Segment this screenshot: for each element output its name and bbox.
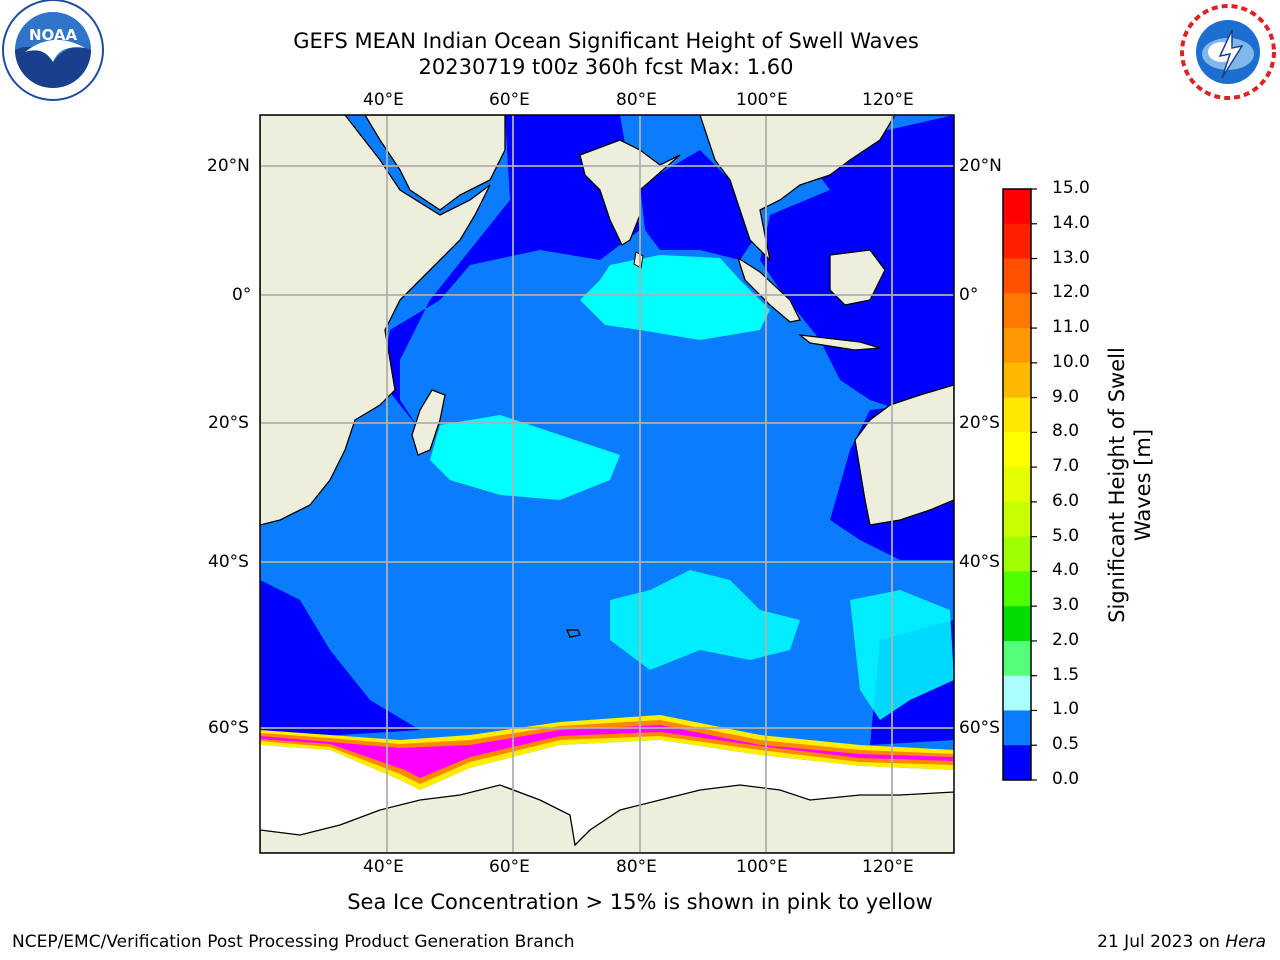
land-kerguelen (566, 629, 581, 638)
lat-label-right: 20°N (959, 156, 1002, 176)
low-swell-south-west (260, 580, 420, 740)
chart-subtitle: 20230719 t00z 360h fcst Max: 1.60 (418, 55, 794, 79)
lon-label-top: 120°E (862, 90, 914, 110)
land-arabia (364, 115, 506, 211)
lon-label-bottom: 60°E (489, 857, 530, 877)
lat-label-left: 0° (232, 285, 252, 305)
colorbar-tick-label: 9.0 (1052, 386, 1080, 407)
colorbar-tick-label: 12.0 (1052, 282, 1090, 303)
lat-label-left: 40°S (208, 552, 249, 572)
colorbar-swatch (1003, 536, 1031, 572)
colorbar-swatch (1003, 293, 1031, 329)
chart-title: GEFS MEAN Indian Ocean Significant Heigh… (293, 29, 919, 53)
colorbar-tick-label: 6.0 (1052, 490, 1080, 511)
colorbar-tick-label: 8.0 (1052, 421, 1080, 442)
lat-label-right: 60°S (959, 718, 1000, 738)
high-swell-equatorial (580, 255, 770, 340)
colorbar-tick-label: 0.0 (1052, 769, 1080, 789)
high-swell-south-madagascar (430, 415, 620, 500)
lat-label-left: 60°S (208, 718, 249, 738)
lon-label-top: 80°E (616, 90, 657, 110)
colorbar-swatch (1003, 189, 1031, 225)
high-swell-southeast (850, 590, 954, 720)
colorbar (1002, 188, 1037, 781)
colorbar-tick-label: 7.0 (1052, 456, 1080, 477)
lat-label-right: 0° (959, 285, 979, 305)
colorbar-tick-label: 1.0 (1052, 699, 1080, 720)
colorbar-title: Significant Height of Swell Waves [m] (1105, 347, 1155, 623)
lat-label-right: 20°S (959, 413, 1000, 433)
colorbar-border (1002, 188, 1032, 781)
noaa-logo: NOAA (2, 0, 104, 101)
land-antarctica (260, 784, 954, 853)
lat-label-right: 40°S (959, 552, 1000, 572)
colorbar-swatch (1003, 362, 1031, 399)
low-swell-bay-of-bengal (640, 150, 760, 260)
colorbar-tick-label: 2.0 (1052, 629, 1080, 650)
sea-ice-edge-magenta (260, 725, 954, 778)
colorbar-swatch (1003, 745, 1031, 781)
lat-label-left: 20°N (207, 156, 250, 176)
colorbar-tick-label: 11.0 (1052, 317, 1090, 338)
colorbar-swatch (1003, 571, 1031, 607)
colorbar-swatch (1003, 640, 1031, 677)
lon-label-top: 40°E (363, 90, 404, 110)
colorbar-swatch (1003, 501, 1031, 538)
colorbar-swatch (1003, 432, 1031, 468)
colorbar-tick-label: 10.0 (1052, 351, 1090, 372)
colorbar-tick-label: 0.5 (1052, 734, 1080, 755)
colorbar-swatch (1003, 328, 1031, 364)
footer-date-text: 21 Jul 2023 on (1097, 932, 1226, 952)
colorbar-tick-label: 4.0 (1052, 560, 1080, 581)
colorbar-swatch (1003, 223, 1031, 260)
lon-label-bottom: 40°E (363, 857, 404, 877)
colorbar-tick-label: 15.0 (1052, 178, 1090, 198)
land-borneo (829, 249, 886, 306)
land-se-asia (699, 115, 896, 262)
colorbar-swatch (1003, 675, 1031, 711)
low-swell-arabian-sea (380, 115, 640, 430)
land-java (797, 334, 881, 351)
lon-label-bottom: 120°E (862, 857, 914, 877)
lon-label-top: 60°E (489, 90, 530, 110)
colorbar-swatch (1003, 606, 1031, 642)
gridlines (260, 115, 954, 853)
high-swell-south-indian (610, 570, 800, 670)
lon-label-bottom: 80°E (616, 857, 657, 877)
sea-ice-caption: Sea Ice Concentration > 15% is shown in … (347, 890, 933, 914)
noaa-logo-text: NOAA (29, 26, 78, 44)
footer-date: 21 Jul 2023 on Hera (1097, 932, 1266, 952)
colorbar-swatch (1003, 467, 1031, 503)
colorbar-swatch (1003, 710, 1031, 746)
colorbar-tick-label: 3.0 (1052, 595, 1080, 616)
colorbar-tick-label: 14.0 (1052, 212, 1090, 233)
footer-machine: Hera (1225, 932, 1266, 952)
colorbar-swatch (1003, 397, 1031, 433)
land-sumatra (736, 256, 801, 323)
nws-logo (1180, 4, 1276, 100)
lat-label-left: 20°S (208, 413, 249, 433)
land-australia (854, 384, 954, 526)
lon-label-bottom: 100°E (736, 857, 788, 877)
map-border (259, 114, 955, 854)
colorbar-tick-label: 5.0 (1052, 525, 1080, 546)
lon-label-top: 100°E (736, 90, 788, 110)
colorbar-tick-label: 1.5 (1052, 664, 1080, 685)
footer-credit: NCEP/EMC/Verification Post Processing Pr… (12, 932, 575, 952)
colorbar-tick-label: 13.0 (1052, 247, 1090, 268)
colorbar-swatch (1003, 258, 1031, 294)
